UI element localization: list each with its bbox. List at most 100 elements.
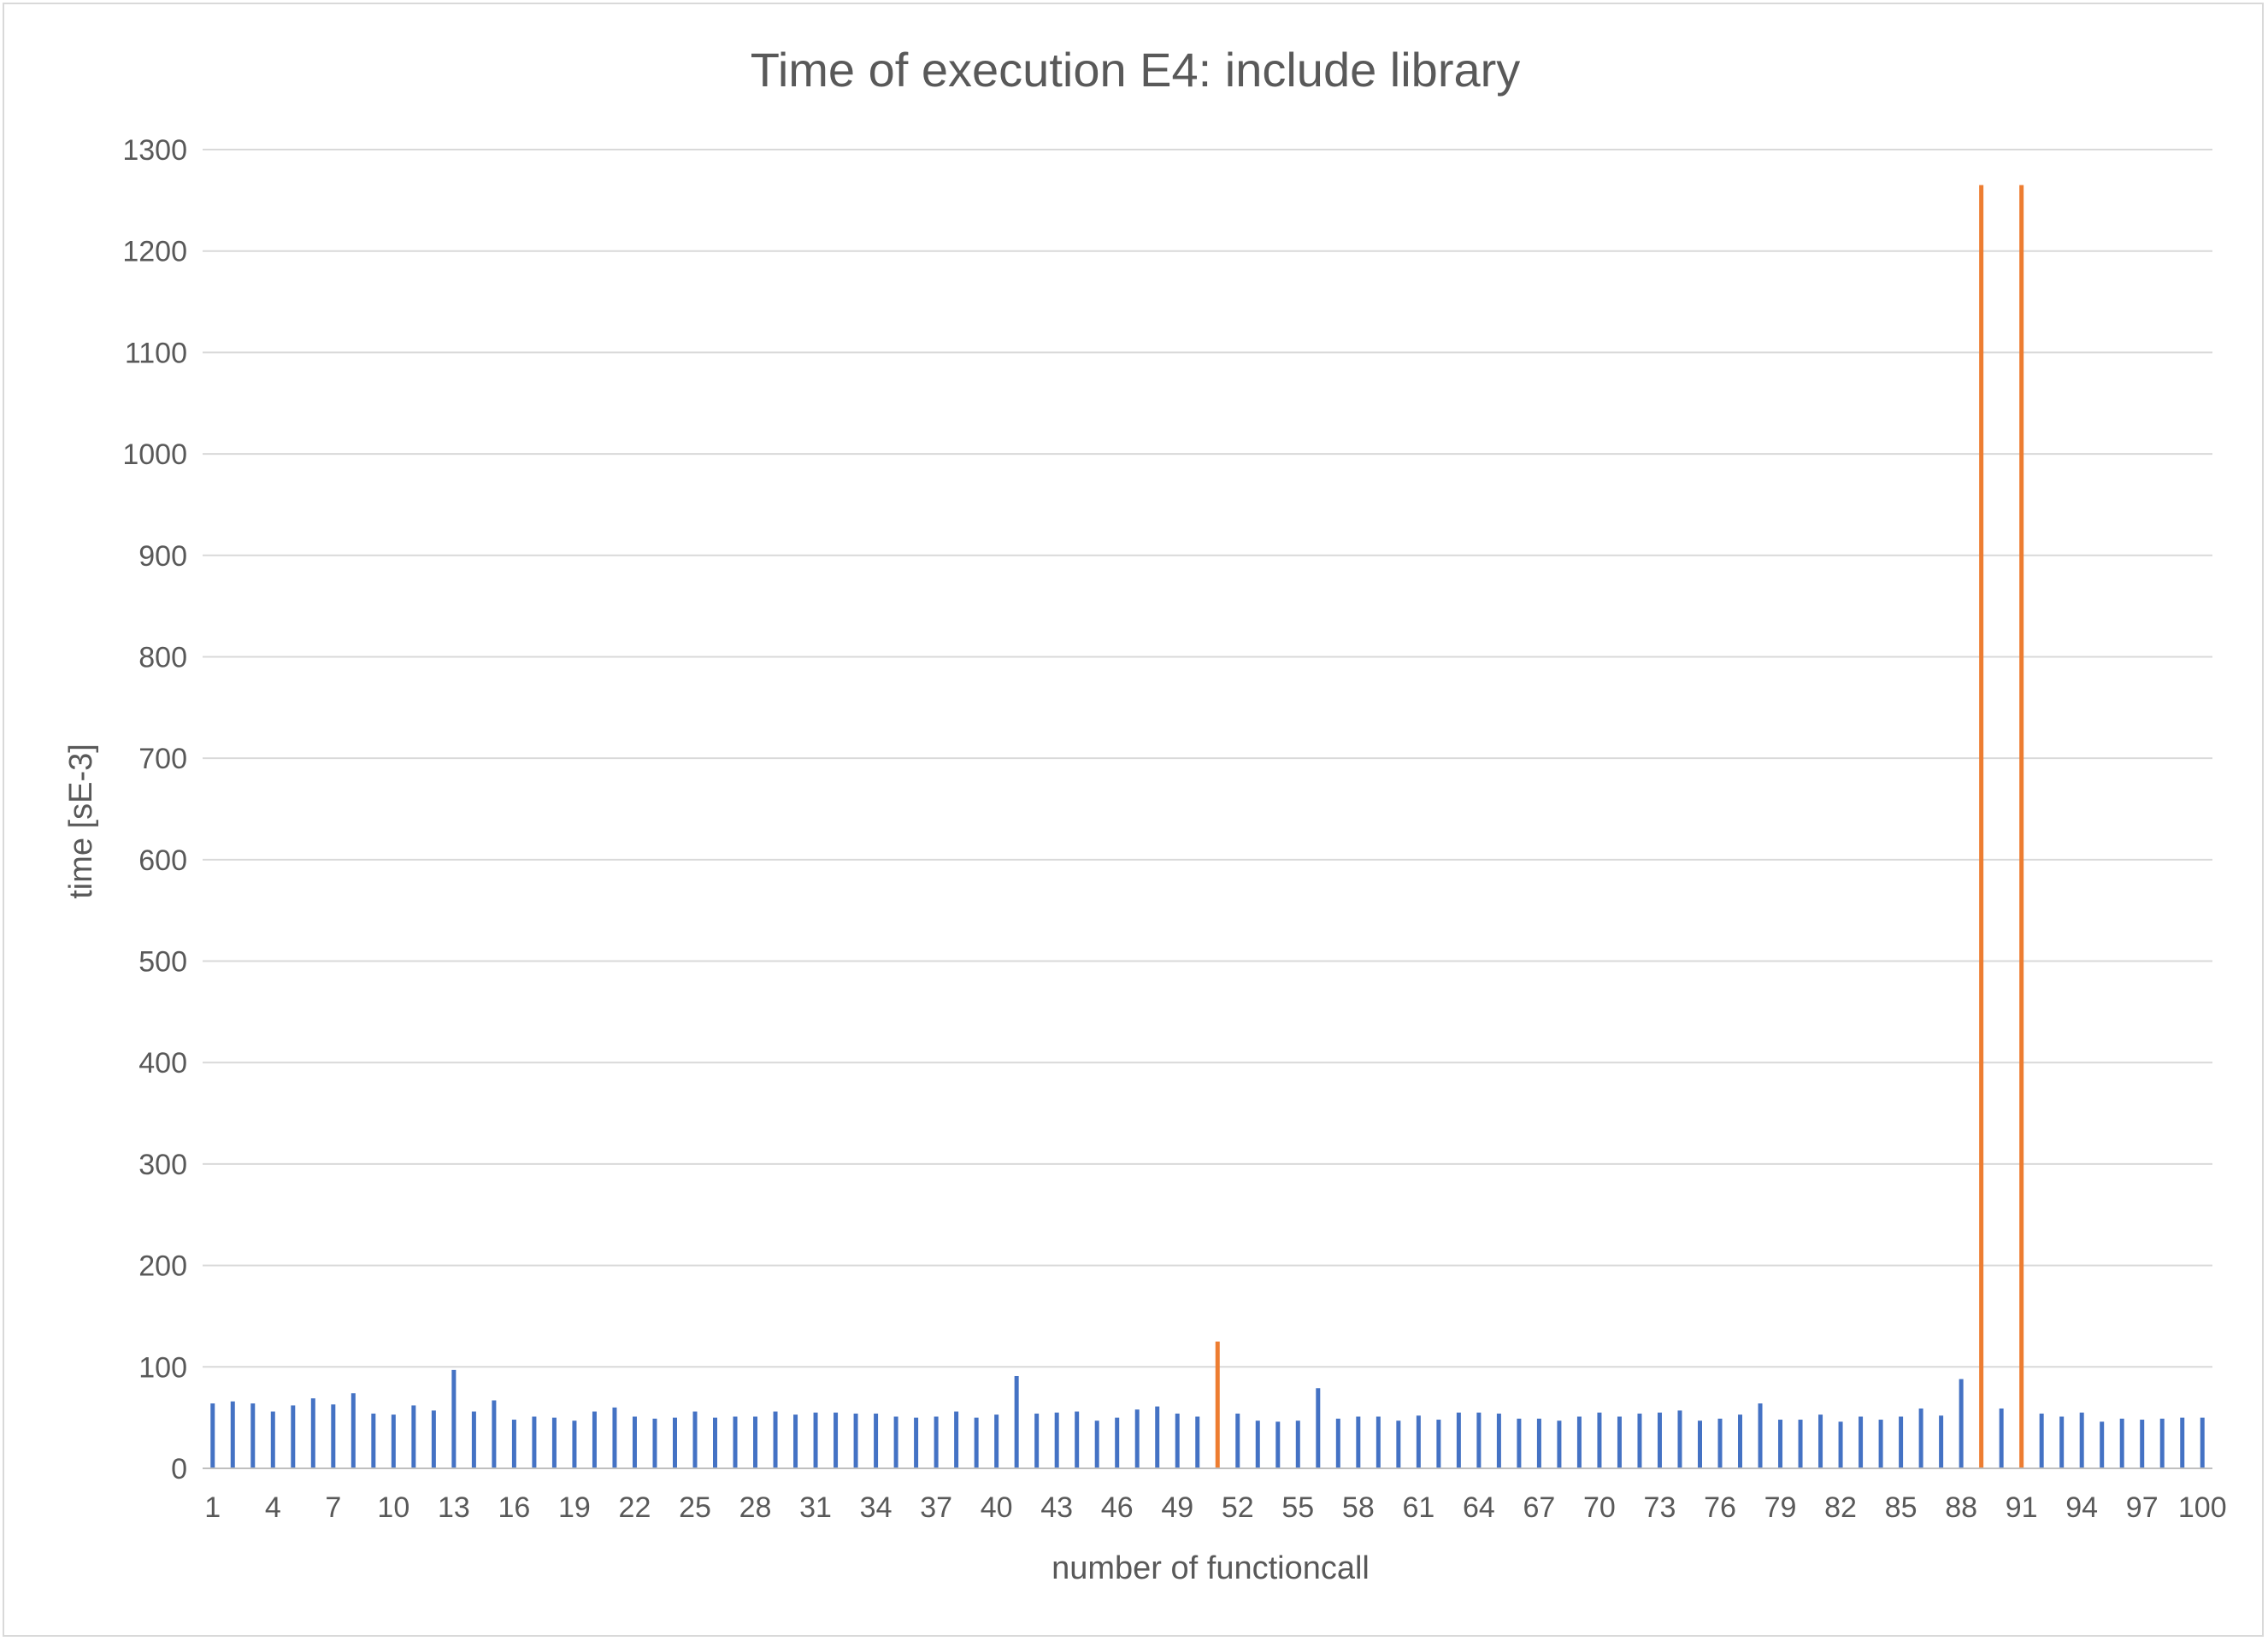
bar xyxy=(1034,1413,1040,1468)
bar xyxy=(1617,1416,1622,1468)
bar xyxy=(1115,1417,1120,1468)
bar xyxy=(1818,1415,1823,1468)
x-tick-label: 4 xyxy=(265,1491,281,1524)
bar xyxy=(1275,1421,1281,1468)
bar xyxy=(893,1416,898,1468)
bar xyxy=(1376,1416,1381,1468)
bar xyxy=(1054,1412,1059,1468)
y-axis-ticks: 0 100 200 300 400 500 600 700 800 900 1000 1100 1200… xyxy=(122,134,187,1485)
y-tick-label: 1200 xyxy=(122,236,187,268)
bar xyxy=(1557,1420,1562,1468)
bar xyxy=(773,1411,778,1468)
y-tick-label: 900 xyxy=(138,540,187,573)
bar xyxy=(2119,1418,2124,1468)
x-tick-label: 1 xyxy=(204,1491,221,1524)
x-tick-label: 49 xyxy=(1161,1491,1193,1524)
bar xyxy=(1175,1413,1180,1468)
bar xyxy=(632,1416,637,1468)
bar xyxy=(451,1369,457,1468)
bar xyxy=(1316,1388,1321,1468)
y-tick-label: 600 xyxy=(138,844,187,877)
x-tick-label: 97 xyxy=(2126,1491,2159,1524)
bar xyxy=(753,1416,758,1468)
x-tick-label: 22 xyxy=(619,1491,651,1524)
x-tick-label: 91 xyxy=(2006,1491,2038,1524)
x-tick-label: 82 xyxy=(1824,1491,1857,1524)
bar xyxy=(1476,1412,1482,1468)
x-tick-label: 7 xyxy=(325,1491,341,1524)
x-tick-label: 28 xyxy=(739,1491,772,1524)
bar xyxy=(793,1415,798,1468)
y-tick-label: 1300 xyxy=(122,134,187,167)
x-tick-label: 40 xyxy=(981,1491,1013,1524)
y-tick-label: 400 xyxy=(138,1047,187,1079)
bar xyxy=(2100,1421,2105,1468)
bar xyxy=(874,1413,879,1468)
bar xyxy=(1517,1418,1522,1468)
x-tick-label: 70 xyxy=(1583,1491,1616,1524)
bar xyxy=(572,1420,577,1468)
bar xyxy=(1134,1409,1140,1468)
bar xyxy=(1717,1418,1723,1468)
bar-outlier xyxy=(2019,185,2024,1468)
bar xyxy=(612,1407,617,1468)
bar xyxy=(391,1415,396,1468)
bar xyxy=(2180,1417,2185,1468)
bar-outlier xyxy=(1215,1341,1220,1468)
bar xyxy=(1637,1413,1642,1468)
x-tick-label: 37 xyxy=(920,1491,952,1524)
bar xyxy=(834,1412,839,1468)
x-tick-label: 52 xyxy=(1222,1491,1254,1524)
y-tick-label: 800 xyxy=(138,641,187,673)
bar xyxy=(431,1410,436,1468)
bar xyxy=(1456,1412,1461,1468)
x-tick-label: 46 xyxy=(1101,1491,1134,1524)
x-tick-label: 16 xyxy=(498,1491,530,1524)
y-tick-label: 200 xyxy=(138,1250,187,1283)
bar xyxy=(672,1417,677,1468)
bar xyxy=(1014,1375,1019,1468)
bar xyxy=(1576,1416,1582,1468)
x-tick-label: 88 xyxy=(1945,1491,1977,1524)
x-tick-label: 73 xyxy=(1644,1491,1676,1524)
x-tick-label: 85 xyxy=(1885,1491,1917,1524)
bar xyxy=(1536,1418,1541,1468)
x-tick-label: 31 xyxy=(799,1491,832,1524)
bar xyxy=(250,1403,256,1468)
bar xyxy=(471,1411,476,1468)
x-tick-label: 100 xyxy=(2178,1491,2227,1524)
bar xyxy=(1999,1408,2004,1468)
bar xyxy=(511,1420,516,1468)
bar xyxy=(1195,1416,1200,1468)
bar-outlier xyxy=(1979,185,1984,1468)
bar xyxy=(532,1416,537,1468)
y-tick-label: 100 xyxy=(138,1351,187,1384)
x-tick-label: 10 xyxy=(377,1491,409,1524)
x-tick-label: 79 xyxy=(1764,1491,1797,1524)
bar xyxy=(1496,1413,1501,1468)
bars xyxy=(210,185,2205,1468)
bar xyxy=(210,1403,215,1468)
bar-chart: Time of execution E4: include library 01… xyxy=(63,43,2227,1586)
chart-title: Time of execution E4: include library xyxy=(751,43,1521,97)
y-tick-label: 0 xyxy=(171,1453,187,1485)
bar xyxy=(2059,1416,2065,1468)
bar xyxy=(551,1417,557,1468)
bar xyxy=(270,1411,275,1468)
bar xyxy=(2039,1413,2044,1468)
bar xyxy=(1356,1416,1361,1468)
bar xyxy=(1295,1420,1300,1468)
y-tick-label: 500 xyxy=(138,946,187,979)
bar xyxy=(1416,1415,1421,1468)
bar xyxy=(1859,1416,1864,1468)
x-tick-label: 64 xyxy=(1463,1491,1495,1524)
bar xyxy=(1758,1403,1763,1468)
bar xyxy=(1677,1410,1682,1468)
x-tick-label: 25 xyxy=(679,1491,711,1524)
bar xyxy=(1939,1415,1944,1468)
bar xyxy=(994,1415,999,1468)
bar xyxy=(1697,1420,1702,1468)
bar xyxy=(914,1417,919,1468)
y-tick-label: 1000 xyxy=(122,438,187,471)
bar xyxy=(1798,1420,1803,1468)
